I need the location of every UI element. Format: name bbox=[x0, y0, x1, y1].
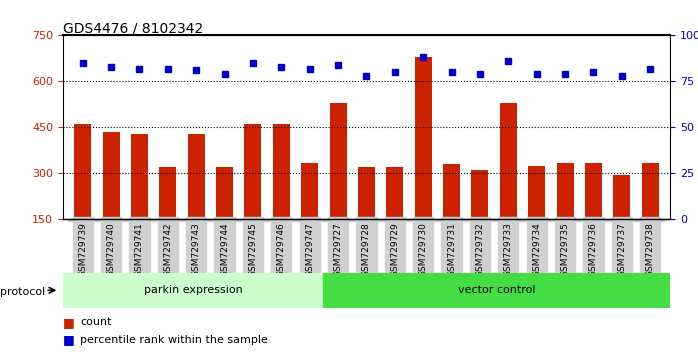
Bar bbox=[244, 124, 262, 266]
Bar bbox=[409, 219, 438, 221]
Text: parkin expression: parkin expression bbox=[144, 285, 242, 295]
Bar bbox=[608, 219, 636, 221]
Bar bbox=[614, 175, 630, 266]
Bar bbox=[329, 103, 347, 266]
Bar bbox=[438, 219, 466, 221]
Bar bbox=[188, 133, 205, 266]
Bar bbox=[125, 219, 154, 221]
Bar bbox=[471, 170, 489, 266]
Text: count: count bbox=[80, 317, 112, 327]
Bar bbox=[500, 103, 517, 266]
Bar bbox=[267, 219, 295, 221]
Bar bbox=[210, 219, 239, 221]
Text: protocol: protocol bbox=[0, 287, 45, 297]
Bar bbox=[358, 167, 375, 266]
Bar bbox=[551, 219, 579, 221]
Bar bbox=[74, 124, 91, 266]
Bar bbox=[585, 163, 602, 266]
Bar bbox=[528, 166, 545, 266]
Bar bbox=[182, 219, 210, 221]
Bar bbox=[216, 167, 233, 266]
Bar bbox=[97, 219, 125, 221]
Bar bbox=[324, 219, 352, 221]
Text: GDS4476 / 8102342: GDS4476 / 8102342 bbox=[63, 21, 203, 35]
Bar bbox=[556, 163, 574, 266]
Bar bbox=[63, 273, 323, 308]
Bar bbox=[466, 219, 494, 221]
Bar bbox=[103, 132, 119, 266]
Bar bbox=[386, 167, 403, 266]
Text: percentile rank within the sample: percentile rank within the sample bbox=[80, 335, 268, 345]
Bar bbox=[295, 219, 324, 221]
Bar bbox=[415, 57, 432, 266]
Bar bbox=[301, 163, 318, 266]
Bar bbox=[323, 273, 670, 308]
Text: ■: ■ bbox=[63, 316, 79, 329]
Bar bbox=[523, 219, 551, 221]
Text: vector control: vector control bbox=[458, 285, 535, 295]
Bar bbox=[239, 219, 267, 221]
Bar bbox=[352, 219, 380, 221]
Bar bbox=[579, 219, 608, 221]
Bar bbox=[636, 219, 664, 221]
Bar bbox=[641, 163, 659, 266]
Bar bbox=[159, 167, 177, 266]
Bar bbox=[380, 219, 409, 221]
Bar bbox=[131, 133, 148, 266]
Bar bbox=[494, 219, 523, 221]
Bar bbox=[443, 164, 460, 266]
Text: ■: ■ bbox=[63, 333, 79, 346]
Bar bbox=[154, 219, 182, 221]
Bar bbox=[273, 124, 290, 266]
Bar bbox=[68, 219, 97, 221]
